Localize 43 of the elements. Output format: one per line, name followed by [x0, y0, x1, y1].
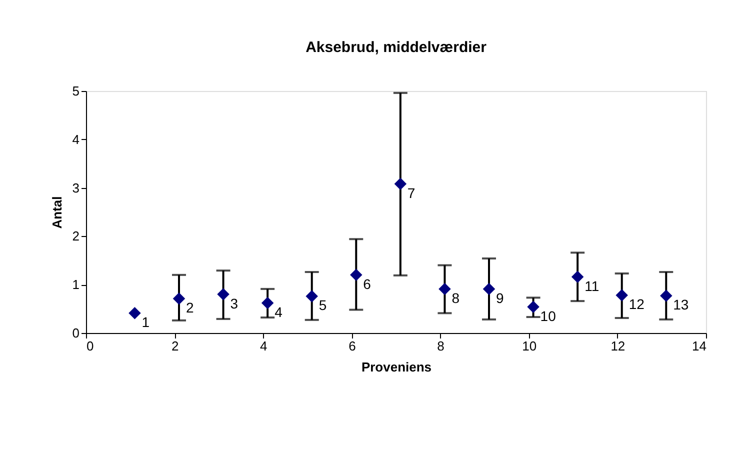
annotation: 1: [142, 314, 150, 330]
y-tick-label: 2: [72, 228, 80, 244]
point: [438, 282, 451, 296]
x-tick-label: 6: [348, 338, 356, 354]
annotation: 13: [673, 296, 689, 313]
x-tick-label: 4: [260, 338, 268, 354]
y-axis-title: Antal: [49, 196, 64, 229]
y-tick-label: 3: [72, 180, 80, 196]
annotation: 12: [628, 296, 645, 312]
x-axis-title: Proveniens: [361, 360, 432, 374]
annotation: 10: [540, 308, 556, 324]
annotation: 5: [318, 297, 327, 314]
point: [616, 289, 628, 302]
annotation: 6: [363, 276, 372, 292]
point: [128, 307, 141, 320]
x-tick-label: 8: [437, 338, 444, 354]
point: [350, 268, 362, 282]
annotation: 3: [230, 295, 238, 312]
point: [482, 282, 496, 296]
y-tick-label: 5: [72, 84, 80, 98]
x-tick-label: 2: [171, 338, 179, 354]
x-tick-label: 0: [86, 338, 94, 354]
point: [394, 178, 407, 190]
y-tick-label: 1: [72, 277, 80, 292]
chart-title: Aksebrud, middelværdier: [306, 39, 487, 56]
point: [527, 300, 540, 313]
point: [172, 292, 186, 305]
point: [660, 290, 672, 302]
point: [571, 270, 584, 283]
x-tick-label: 14: [692, 338, 706, 354]
y-tick-label: 4: [72, 132, 80, 147]
x-tick-label: 12: [610, 338, 626, 354]
y-tick-label: 0: [72, 326, 80, 340]
annotation: 9: [496, 290, 504, 306]
annotation: 7: [407, 184, 416, 201]
x-tick-label: 10: [522, 338, 537, 354]
annotation: 2: [186, 300, 194, 316]
annotation: 8: [452, 290, 460, 306]
annotation: 11: [584, 278, 600, 294]
point: [306, 290, 318, 302]
annotation: 4: [274, 304, 283, 320]
point: [261, 296, 274, 310]
point: [217, 288, 230, 300]
